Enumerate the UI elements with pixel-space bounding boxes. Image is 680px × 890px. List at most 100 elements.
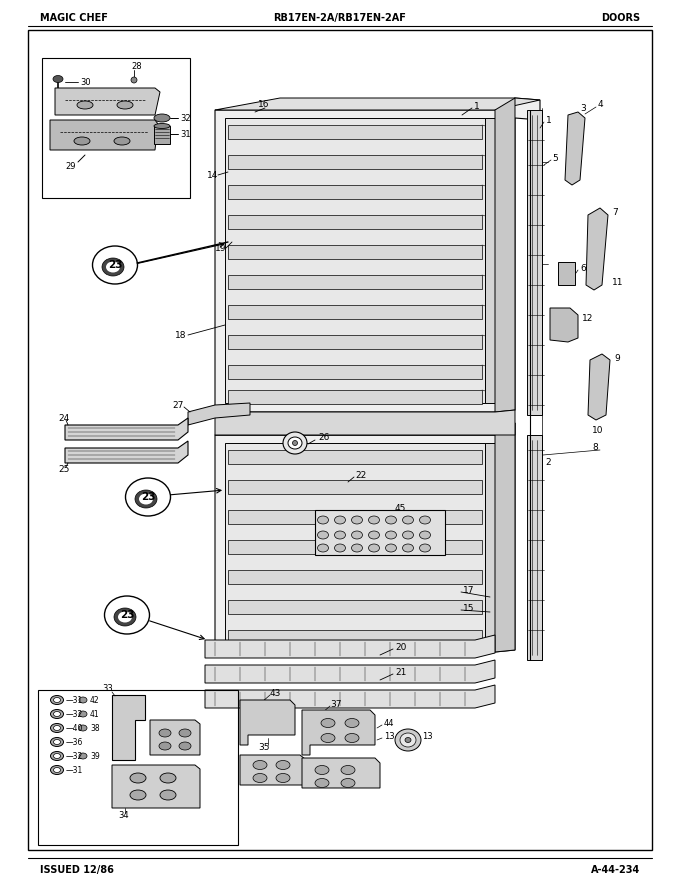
Text: 5: 5 xyxy=(552,153,558,163)
Polygon shape xyxy=(65,441,188,463)
Ellipse shape xyxy=(386,531,396,539)
Bar xyxy=(228,390,482,404)
Ellipse shape xyxy=(117,101,133,109)
Polygon shape xyxy=(65,418,188,440)
Text: 38: 38 xyxy=(90,724,100,732)
Polygon shape xyxy=(302,758,380,788)
Ellipse shape xyxy=(154,114,170,122)
Polygon shape xyxy=(565,112,585,185)
Bar xyxy=(154,126,170,144)
Ellipse shape xyxy=(315,779,329,788)
Text: 35: 35 xyxy=(258,742,269,751)
Text: DOORS: DOORS xyxy=(601,13,640,23)
Polygon shape xyxy=(302,710,375,755)
Polygon shape xyxy=(550,308,578,342)
Text: 1: 1 xyxy=(474,101,480,110)
Text: 37: 37 xyxy=(330,700,341,708)
Ellipse shape xyxy=(92,246,137,284)
Ellipse shape xyxy=(369,516,379,524)
Ellipse shape xyxy=(352,544,362,552)
Polygon shape xyxy=(215,98,540,412)
Polygon shape xyxy=(205,685,495,708)
Bar xyxy=(225,118,485,403)
Ellipse shape xyxy=(50,724,63,732)
Text: RB17EN-2A/RB17EN-2AF: RB17EN-2A/RB17EN-2AF xyxy=(273,13,407,23)
Polygon shape xyxy=(112,695,145,760)
Ellipse shape xyxy=(54,740,61,745)
Ellipse shape xyxy=(369,531,379,539)
Ellipse shape xyxy=(420,544,430,552)
Ellipse shape xyxy=(114,608,136,626)
Text: 29: 29 xyxy=(65,161,75,171)
Ellipse shape xyxy=(159,742,171,750)
Ellipse shape xyxy=(179,729,191,737)
Text: —32: —32 xyxy=(66,751,83,760)
Text: 32: 32 xyxy=(180,114,190,123)
Ellipse shape xyxy=(54,725,61,731)
Bar xyxy=(228,365,482,379)
Ellipse shape xyxy=(318,516,328,524)
Ellipse shape xyxy=(130,790,146,800)
Bar xyxy=(485,118,495,403)
Text: 34: 34 xyxy=(118,811,129,820)
Ellipse shape xyxy=(102,258,124,276)
Ellipse shape xyxy=(77,101,93,109)
Ellipse shape xyxy=(420,531,430,539)
Text: 33: 33 xyxy=(102,684,113,692)
Ellipse shape xyxy=(318,531,328,539)
Text: 8: 8 xyxy=(592,442,598,451)
Ellipse shape xyxy=(54,767,61,773)
Ellipse shape xyxy=(79,697,87,703)
Bar xyxy=(228,630,482,644)
Ellipse shape xyxy=(54,754,61,758)
Text: 27: 27 xyxy=(172,400,184,409)
Text: 4: 4 xyxy=(598,100,604,109)
Ellipse shape xyxy=(283,432,307,454)
Ellipse shape xyxy=(345,733,359,742)
Ellipse shape xyxy=(53,76,63,83)
Text: 25: 25 xyxy=(58,465,69,473)
Text: 13: 13 xyxy=(422,732,432,740)
Bar xyxy=(228,185,482,199)
Ellipse shape xyxy=(321,733,335,742)
Ellipse shape xyxy=(54,698,61,702)
Ellipse shape xyxy=(335,544,345,552)
Text: 22: 22 xyxy=(355,471,367,480)
Polygon shape xyxy=(240,700,295,745)
Ellipse shape xyxy=(79,711,87,717)
Ellipse shape xyxy=(318,544,328,552)
Text: 23: 23 xyxy=(141,492,155,502)
Text: MAGIC CHEF: MAGIC CHEF xyxy=(40,13,108,23)
Bar xyxy=(42,58,190,198)
Text: 6: 6 xyxy=(580,263,585,272)
Text: 43: 43 xyxy=(270,689,282,698)
Ellipse shape xyxy=(341,765,355,774)
Polygon shape xyxy=(215,423,515,435)
Text: 17: 17 xyxy=(463,586,475,595)
Text: —32: —32 xyxy=(66,709,83,718)
Bar xyxy=(228,510,482,524)
Text: 3: 3 xyxy=(580,103,585,112)
Text: —36: —36 xyxy=(66,738,84,747)
Polygon shape xyxy=(527,435,542,660)
Ellipse shape xyxy=(345,718,359,727)
Ellipse shape xyxy=(79,753,87,759)
Text: 45: 45 xyxy=(395,504,407,513)
Polygon shape xyxy=(495,423,515,652)
Text: 28: 28 xyxy=(131,61,141,70)
Ellipse shape xyxy=(105,596,150,634)
Text: A-44-234: A-44-234 xyxy=(591,865,640,875)
Polygon shape xyxy=(527,110,542,415)
Text: 39: 39 xyxy=(90,751,100,760)
Bar xyxy=(228,275,482,289)
Text: 15: 15 xyxy=(463,603,475,612)
Ellipse shape xyxy=(160,773,176,783)
Ellipse shape xyxy=(420,516,430,524)
Ellipse shape xyxy=(352,516,362,524)
Ellipse shape xyxy=(50,765,63,774)
Bar xyxy=(228,570,482,584)
Text: 24: 24 xyxy=(58,414,69,423)
Polygon shape xyxy=(495,98,515,412)
Bar xyxy=(228,540,482,554)
Ellipse shape xyxy=(74,137,90,145)
